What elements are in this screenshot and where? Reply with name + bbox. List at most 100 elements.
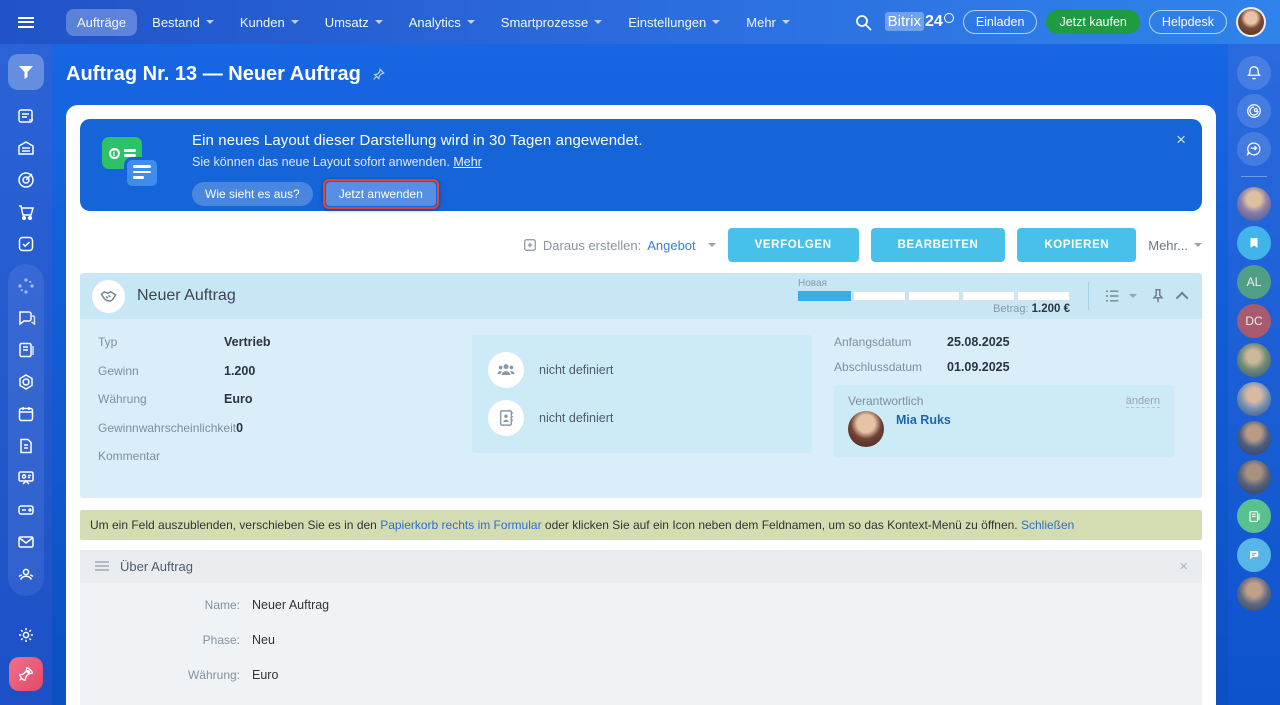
planner-icon[interactable] [8, 100, 44, 132]
deal-title: Neuer Auftrag [137, 287, 236, 304]
page-title: Auftrag Nr. 13 — Neuer Auftrag [66, 63, 361, 85]
stage-segment[interactable] [907, 290, 961, 301]
pin-icon[interactable] [371, 67, 386, 82]
deal-fields-column: Typ Vertrieb Gewinn 1.200 Währung Euro Gewi… [98, 335, 450, 478]
create-from-value[interactable]: Angebot [647, 237, 696, 253]
collapse-icon[interactable] [1175, 291, 1189, 304]
right-sidebar: AL DC [1228, 44, 1280, 705]
hint-close-link[interactable]: Schließen [1020, 517, 1075, 532]
preview-layout-button[interactable]: Wie sieht es aus? [192, 182, 313, 206]
teammate-avatar[interactable] [1237, 421, 1271, 455]
warehouse-icon[interactable] [8, 132, 44, 164]
copilot-icon[interactable] [1237, 94, 1271, 128]
search-icon[interactable] [855, 14, 872, 31]
company-value[interactable]: nicht definiert [539, 363, 614, 377]
about-value[interactable]: Euro [252, 667, 279, 682]
notes-icon[interactable] [1237, 499, 1271, 533]
copy-button[interactable]: KOPIEREN [1017, 228, 1137, 262]
target-icon[interactable] [8, 164, 44, 196]
trash-form-link[interactable]: Papierkorb rechts im Formular [380, 517, 542, 532]
crm-funnel-icon[interactable] [8, 54, 44, 90]
comments-icon[interactable] [1237, 538, 1271, 572]
field-value[interactable]: Euro [224, 392, 253, 406]
close-icon[interactable]: × [1176, 130, 1186, 149]
pin-icon[interactable] [1151, 288, 1165, 304]
edit-button[interactable]: BEARBEITEN [870, 228, 1006, 262]
nav-item-einstellungen[interactable]: Einstellungen [617, 9, 731, 36]
responsible-avatar[interactable] [848, 411, 884, 447]
create-from-icon [524, 239, 536, 251]
mail-icon[interactable] [8, 526, 44, 558]
nav-label: Mehr [746, 14, 776, 30]
teammate-avatar[interactable] [1237, 187, 1271, 221]
hint-text: Um ein Feld auszublenden, verschieben Si… [90, 517, 381, 532]
company-row[interactable]: nicht definiert [488, 346, 796, 394]
field-value[interactable]: 25.08.2025 [947, 335, 1010, 349]
nav-item-analytics[interactable]: Analytics [398, 9, 486, 36]
stage-progress[interactable]: Новая Betrag: 1.200 € [798, 278, 1070, 315]
settings-gear-icon[interactable] [8, 619, 44, 651]
bookmark-icon[interactable] [1237, 226, 1271, 260]
banner-more-link[interactable]: Mehr [453, 155, 482, 169]
about-value[interactable]: 1.200 [252, 703, 283, 705]
about-label: Währung: [187, 667, 240, 682]
stage-segment[interactable] [798, 290, 851, 301]
nav-label: Bestand [152, 14, 200, 30]
badge-al[interactable]: AL [1237, 265, 1271, 299]
chevron-down-icon [1129, 294, 1137, 298]
buy-now-button[interactable]: Jetzt kaufen [1046, 10, 1140, 34]
drive-icon[interactable] [8, 494, 44, 526]
drag-handle-icon[interactable] [94, 560, 110, 572]
messenger-icon[interactable] [8, 302, 44, 334]
user-avatar[interactable] [1236, 7, 1266, 37]
feed-icon[interactable] [8, 334, 44, 366]
teammate-avatar[interactable] [1237, 343, 1271, 377]
helpdesk-button[interactable]: Helpdesk [1148, 10, 1227, 34]
document-icon[interactable] [8, 430, 44, 462]
nav-item-auftraege[interactable]: Aufträge [66, 8, 138, 36]
nav-item-smartprozesse[interactable]: Smartprozesse [490, 9, 613, 36]
nav-item-umsatz[interactable]: Umsatz [314, 9, 394, 36]
follow-button[interactable]: VERFOLGEN [727, 228, 859, 262]
layout-banner: i Ein neues Layout dieser Darstellung wi… [80, 119, 1202, 211]
calendar-icon[interactable] [8, 398, 44, 430]
people-icon[interactable] [8, 558, 44, 590]
chevron-down-icon [781, 20, 790, 24]
cart-icon[interactable] [8, 196, 44, 228]
stage-segment[interactable] [1017, 290, 1070, 301]
apply-layout-button[interactable]: Jetzt anwenden [325, 182, 436, 206]
bitrix24-logo[interactable]: Bitrix 24 [884, 12, 954, 32]
automation-icon[interactable] [8, 270, 44, 302]
video-meeting-icon[interactable] [8, 462, 44, 494]
nav-item-kunden[interactable]: Kunden [229, 9, 310, 36]
invite-button[interactable]: Einladen [962, 10, 1038, 34]
more-menu-button[interactable]: Mehr... [1148, 238, 1202, 253]
view-list-icon[interactable] [1105, 289, 1137, 303]
about-value[interactable]: Neuer Auftrag [252, 597, 330, 612]
tasks-icon[interactable] [8, 228, 44, 260]
field-value[interactable]: 0 [236, 420, 244, 435]
field-value[interactable]: 1.200 [224, 363, 256, 378]
nav-item-bestand[interactable]: Bestand [141, 9, 225, 36]
chat-transfer-icon[interactable] [1237, 132, 1271, 166]
stage-segment[interactable] [962, 290, 1016, 301]
teammate-avatar[interactable] [1237, 382, 1271, 416]
teammate-avatar[interactable] [1237, 460, 1271, 494]
nav-item-mehr[interactable]: Mehr [735, 9, 801, 36]
badge-dc[interactable]: DC [1237, 304, 1271, 338]
contact-value[interactable]: nicht definiert [539, 411, 614, 425]
menu-icon[interactable] [0, 16, 52, 28]
create-from-dropdown[interactable]: Daraus erstellen: Angebot [523, 238, 716, 253]
teammate-avatar[interactable] [1237, 577, 1271, 611]
bell-icon[interactable] [1237, 56, 1271, 90]
rings-icon[interactable] [8, 366, 44, 398]
rocket-icon[interactable] [9, 657, 43, 691]
contact-row[interactable]: nicht definiert [488, 394, 796, 442]
field-value[interactable]: 01.09.2025 [947, 360, 1010, 374]
responsible-name[interactable]: Mia Ruks [896, 413, 951, 427]
field-value[interactable]: Vertrieb [224, 335, 271, 349]
stage-segment[interactable] [852, 290, 906, 301]
change-responsible-link[interactable]: ändern [1125, 394, 1160, 408]
close-icon[interactable]: × [1179, 557, 1188, 575]
about-value[interactable]: Neu [252, 632, 275, 647]
